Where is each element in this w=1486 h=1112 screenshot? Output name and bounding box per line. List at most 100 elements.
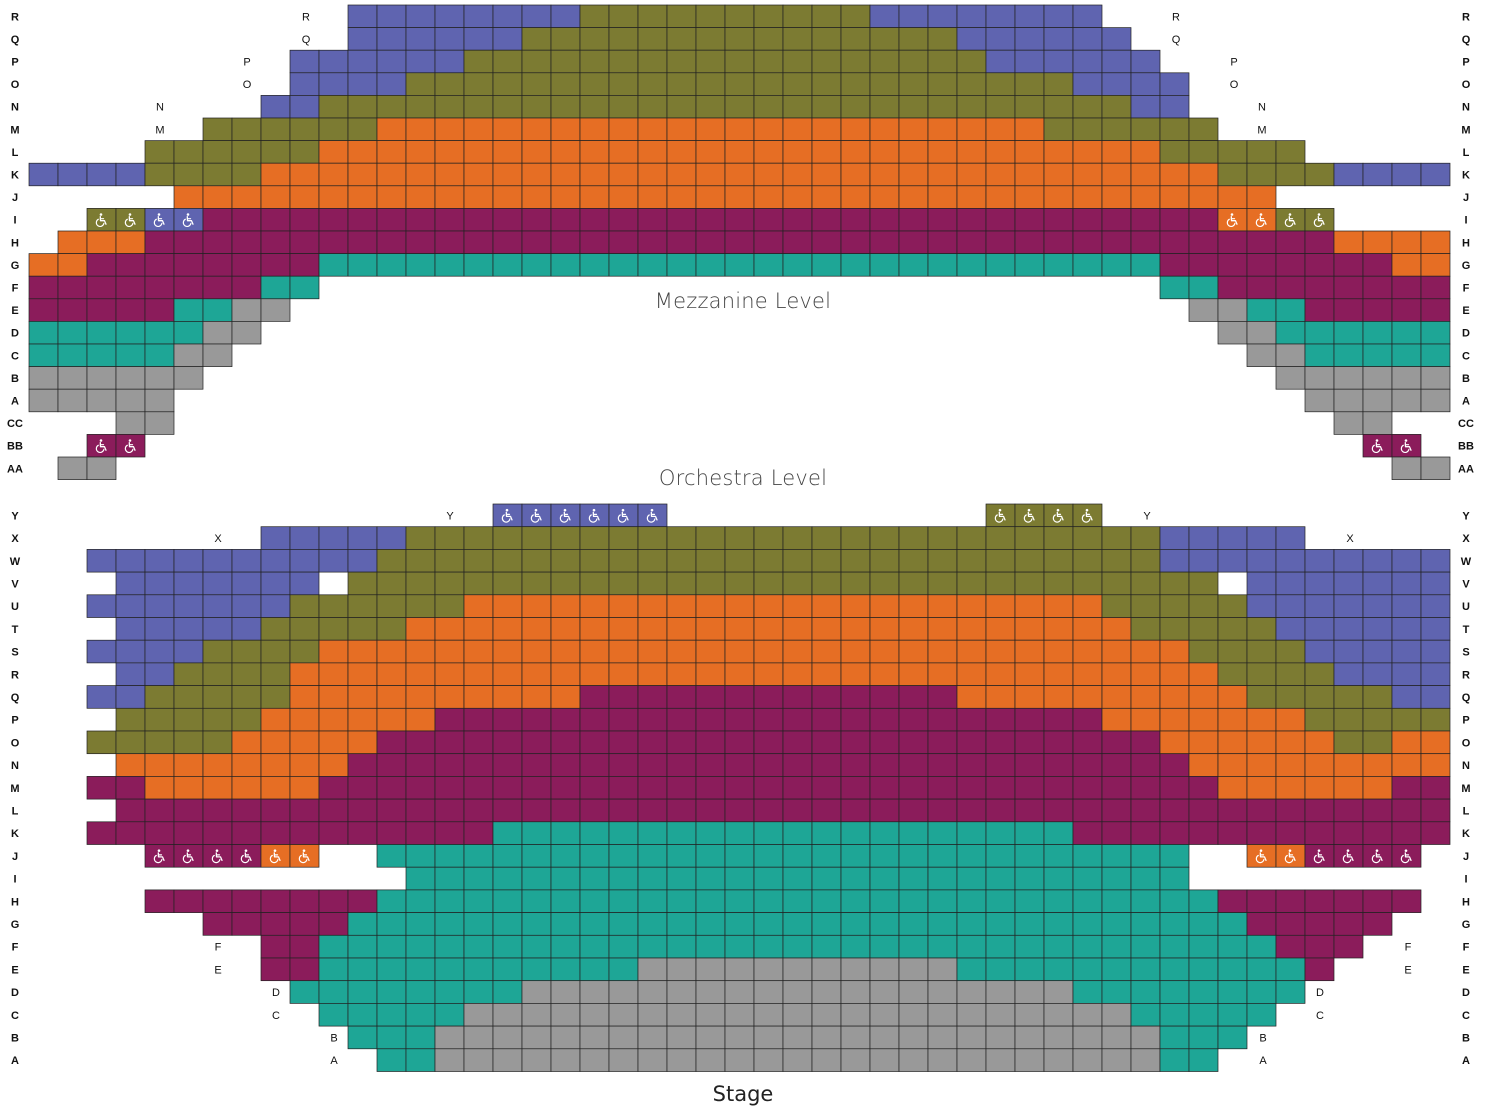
seat[interactable] bbox=[695, 1003, 726, 1027]
seat[interactable] bbox=[898, 253, 929, 277]
seat[interactable] bbox=[521, 1048, 552, 1072]
seat[interactable] bbox=[1043, 617, 1074, 641]
seat[interactable] bbox=[637, 980, 668, 1004]
seat[interactable] bbox=[463, 617, 494, 641]
seat[interactable] bbox=[1333, 639, 1364, 664]
seat[interactable] bbox=[985, 140, 1016, 164]
seat[interactable] bbox=[985, 571, 1016, 596]
seat[interactable] bbox=[753, 185, 784, 209]
seat[interactable] bbox=[1188, 889, 1219, 913]
seat[interactable] bbox=[1014, 707, 1045, 732]
seat[interactable] bbox=[753, 1003, 784, 1027]
seat[interactable] bbox=[840, 162, 871, 187]
seat[interactable] bbox=[608, 95, 639, 119]
seat[interactable] bbox=[434, 821, 465, 845]
seat[interactable] bbox=[637, 95, 668, 119]
seat[interactable] bbox=[1101, 185, 1132, 209]
seat[interactable] bbox=[347, 1003, 378, 1027]
seat[interactable] bbox=[86, 230, 117, 254]
seat[interactable] bbox=[811, 72, 842, 96]
seat[interactable] bbox=[956, 1003, 987, 1027]
seat[interactable] bbox=[1130, 208, 1161, 232]
seat[interactable] bbox=[405, 934, 436, 959]
seat[interactable] bbox=[666, 594, 697, 618]
seat[interactable] bbox=[985, 889, 1016, 913]
seat[interactable] bbox=[724, 1025, 755, 1050]
seat[interactable] bbox=[1391, 162, 1422, 187]
seat[interactable] bbox=[202, 162, 233, 187]
seat[interactable] bbox=[985, 1025, 1016, 1050]
seat[interactable] bbox=[463, 594, 494, 618]
seat[interactable] bbox=[1217, 730, 1248, 755]
seat[interactable] bbox=[927, 912, 958, 936]
seat[interactable] bbox=[86, 456, 117, 480]
seat[interactable] bbox=[1043, 117, 1074, 141]
seat[interactable] bbox=[1188, 162, 1219, 187]
seat[interactable] bbox=[1043, 230, 1074, 254]
seat[interactable] bbox=[405, 912, 436, 936]
seat[interactable] bbox=[1391, 685, 1422, 709]
seat[interactable] bbox=[753, 730, 784, 755]
seat[interactable] bbox=[202, 798, 233, 823]
seat[interactable] bbox=[376, 821, 407, 845]
seat[interactable] bbox=[289, 912, 320, 936]
seat[interactable] bbox=[1304, 753, 1335, 777]
seat[interactable] bbox=[1420, 456, 1451, 480]
seat[interactable] bbox=[666, 753, 697, 777]
seat[interactable] bbox=[463, 230, 494, 254]
seat[interactable] bbox=[753, 95, 784, 119]
seat[interactable] bbox=[1188, 776, 1219, 800]
seat[interactable] bbox=[347, 776, 378, 800]
seat[interactable] bbox=[1246, 685, 1277, 709]
seat[interactable] bbox=[637, 617, 668, 641]
seat[interactable] bbox=[1304, 934, 1335, 959]
seat[interactable] bbox=[492, 95, 523, 119]
seat[interactable] bbox=[550, 730, 581, 755]
seat[interactable] bbox=[782, 1003, 813, 1027]
seat[interactable] bbox=[1362, 321, 1393, 345]
seat[interactable] bbox=[869, 753, 900, 777]
seat[interactable] bbox=[782, 685, 813, 709]
seat[interactable] bbox=[724, 980, 755, 1004]
seat[interactable] bbox=[637, 253, 668, 277]
seat[interactable] bbox=[753, 1048, 784, 1072]
seat[interactable] bbox=[173, 844, 204, 868]
seat[interactable] bbox=[144, 639, 175, 664]
seat[interactable] bbox=[492, 140, 523, 164]
seat[interactable] bbox=[637, 934, 668, 959]
seat[interactable] bbox=[405, 549, 436, 573]
seat[interactable] bbox=[1304, 957, 1335, 982]
seat[interactable] bbox=[608, 934, 639, 959]
seat[interactable] bbox=[347, 72, 378, 96]
seat[interactable] bbox=[376, 1048, 407, 1072]
seat[interactable] bbox=[782, 617, 813, 641]
seat[interactable] bbox=[608, 707, 639, 732]
seat[interactable] bbox=[1188, 730, 1219, 755]
seat[interactable] bbox=[927, 27, 958, 51]
seat[interactable] bbox=[318, 49, 349, 74]
seat[interactable] bbox=[1420, 639, 1451, 664]
seat[interactable] bbox=[1072, 730, 1103, 755]
seat[interactable] bbox=[695, 594, 726, 618]
seat[interactable] bbox=[753, 140, 784, 164]
seat[interactable] bbox=[753, 980, 784, 1004]
seat[interactable] bbox=[376, 730, 407, 755]
seat[interactable] bbox=[492, 730, 523, 755]
seat[interactable] bbox=[753, 912, 784, 936]
seat[interactable] bbox=[666, 1003, 697, 1027]
seat[interactable] bbox=[782, 72, 813, 96]
seat[interactable] bbox=[115, 208, 146, 232]
seat[interactable] bbox=[463, 72, 494, 96]
seat[interactable] bbox=[608, 253, 639, 277]
seat[interactable] bbox=[550, 662, 581, 686]
seat[interactable] bbox=[1014, 1003, 1045, 1027]
seat[interactable] bbox=[289, 707, 320, 732]
seat[interactable] bbox=[231, 140, 262, 164]
seat[interactable] bbox=[637, 730, 668, 755]
seat[interactable] bbox=[1217, 821, 1248, 845]
seat[interactable] bbox=[579, 1025, 610, 1050]
seat[interactable] bbox=[1391, 253, 1422, 277]
seat[interactable] bbox=[869, 617, 900, 641]
seat[interactable] bbox=[144, 594, 175, 618]
seat[interactable] bbox=[753, 571, 784, 596]
